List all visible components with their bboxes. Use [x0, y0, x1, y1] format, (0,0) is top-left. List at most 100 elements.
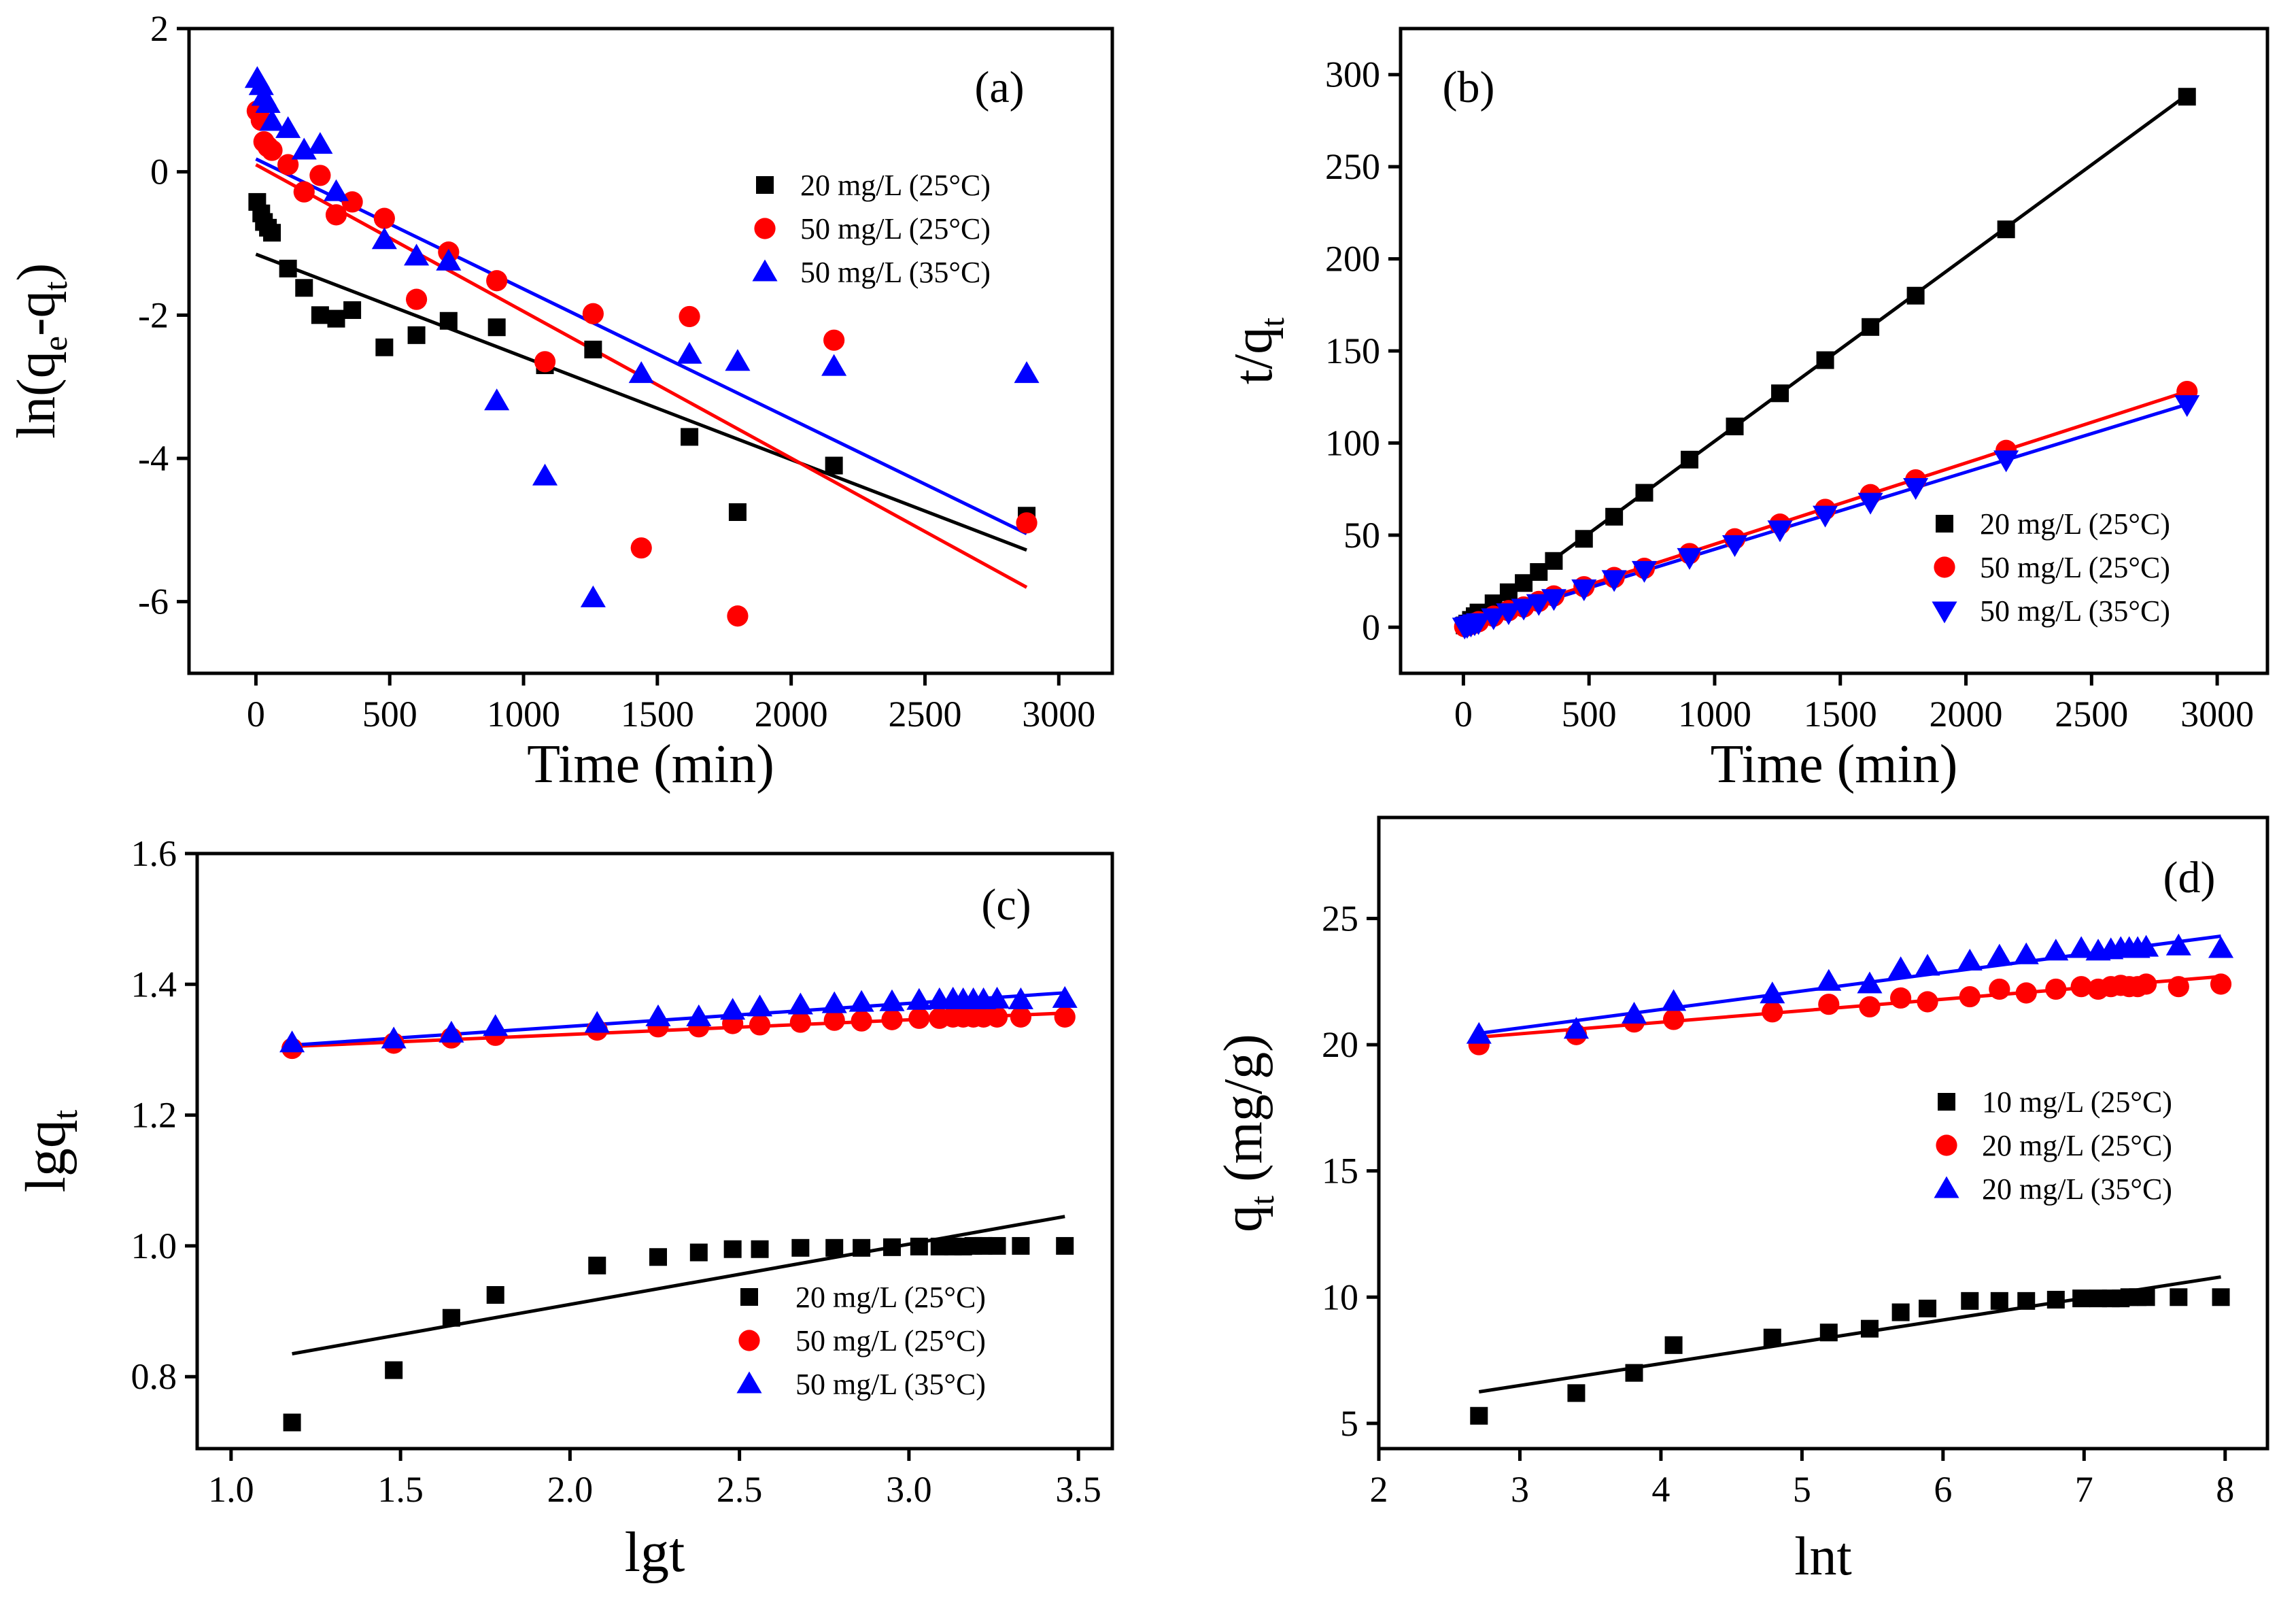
- data-point: [486, 1286, 504, 1304]
- legend-marker: [1938, 1093, 1955, 1111]
- data-point: [436, 248, 462, 271]
- data-point: [1575, 530, 1593, 548]
- data-point: [1919, 1299, 1937, 1317]
- data-point: [1014, 361, 1040, 384]
- data-point: [1906, 286, 1925, 305]
- panel-tag: (c): [981, 880, 1031, 930]
- data-point: [849, 990, 874, 1012]
- data-point: [1563, 1017, 1589, 1039]
- y-axis-label-part: lgq: [14, 1119, 78, 1192]
- data-point: [1771, 384, 1789, 403]
- chart-panel-d: 2 3 4 5 6 7 8 5 10 15 20 25 lnt qt (mg/g) (d) 10 mg/L (…: [1214, 815, 2269, 1587]
- data-point: [1496, 603, 1522, 626]
- x-tick-label: 2000: [1930, 694, 2003, 735]
- data-point: [1016, 512, 1038, 534]
- x-tick-label: 3000: [1022, 694, 1095, 735]
- data-point: [1818, 994, 1840, 1015]
- data-point: [720, 998, 746, 1020]
- x-axis-label: Time (min): [1711, 735, 1958, 794]
- data-point: [2046, 1290, 2065, 1309]
- data-point: [2210, 973, 2232, 995]
- data-point: [1993, 450, 2019, 473]
- y-tick-label: 200: [1325, 239, 1380, 280]
- data-point: [1760, 981, 1785, 1004]
- data-point: [689, 1243, 708, 1262]
- data-point: [283, 1413, 301, 1432]
- data-point: [910, 1237, 928, 1255]
- y-tick-label: 5: [1340, 1403, 1358, 1444]
- data-point: [1959, 985, 1981, 1008]
- x-tick-label: 5: [1793, 1469, 1811, 1510]
- y-axis-label: qt (mg/g): [1214, 1034, 1281, 1232]
- legend-marker: [1936, 515, 1953, 533]
- legend: 20 mg/L (25°C) 50 mg/L (25°C) 50 mg/L (35°…: [736, 1281, 986, 1401]
- data-point: [325, 204, 347, 226]
- series-points-2: [1452, 395, 2200, 640]
- data-point: [1635, 484, 1654, 502]
- x-tick-label: 1500: [1804, 694, 1877, 735]
- data-point: [1721, 535, 1748, 557]
- data-point: [1010, 1006, 1031, 1028]
- legend: 20 mg/L (25°C) 50 mg/L (25°C) 50 mg/L (35°…: [1932, 507, 2170, 628]
- data-point: [725, 349, 751, 371]
- legend-marker: [738, 1330, 760, 1351]
- data-point: [825, 456, 843, 475]
- x-tick-label: 1000: [487, 694, 560, 735]
- data-point: [2170, 1288, 2188, 1306]
- data-point: [381, 1026, 407, 1049]
- data-point: [327, 309, 345, 328]
- data-point: [2068, 936, 2094, 958]
- data-point: [404, 243, 430, 266]
- y-tick-label: 50: [1343, 515, 1380, 556]
- x-tick-label: 3.5: [1055, 1469, 1101, 1510]
- legend-marker: [1932, 601, 1957, 624]
- data-point: [791, 1238, 810, 1257]
- legend: 20 mg/L (25°C) 50 mg/L (25°C) 50 mg/L (35°…: [752, 169, 991, 289]
- data-point: [580, 585, 606, 607]
- chart-panel-a: 0 500 1000 1500 2000 2500 3000 -6 -4 -2 0 2 Time (mi…: [7, 8, 1114, 794]
- data-point: [1621, 1001, 1647, 1024]
- data-point: [385, 1361, 403, 1379]
- data-point: [1890, 987, 1912, 1009]
- x-tick-label: 1500: [621, 694, 694, 735]
- data-point: [307, 132, 333, 154]
- y-axis-label-part: ln(q: [7, 351, 67, 439]
- series-points-1: [246, 100, 1038, 627]
- y-axis-label-part: (mg/g): [1214, 1034, 1273, 1196]
- data-point: [2043, 939, 2069, 961]
- data-point: [1997, 220, 2015, 239]
- legend-marker: [740, 1288, 758, 1306]
- data-point: [439, 1020, 464, 1043]
- legend-label: 20 mg/L (25°C): [1980, 507, 2170, 541]
- data-point: [649, 1248, 667, 1266]
- data-point: [1987, 943, 2012, 966]
- data-point: [821, 354, 847, 376]
- data-point: [373, 207, 395, 229]
- data-point: [2174, 395, 2200, 418]
- legend-marker: [756, 176, 774, 194]
- data-point: [1681, 450, 1698, 469]
- panel-tag: (b): [1443, 63, 1495, 112]
- legend-label: 20 mg/L (25°C): [1982, 1129, 2172, 1162]
- data-point: [728, 503, 747, 521]
- data-point: [679, 305, 700, 328]
- data-point: [439, 311, 458, 330]
- data-point: [823, 329, 845, 351]
- x-axis-label: lnt: [1794, 1527, 1851, 1587]
- data-point: [1862, 318, 1880, 336]
- data-point: [2178, 88, 2196, 106]
- data-point: [1762, 1001, 1783, 1023]
- data-point: [853, 1238, 871, 1257]
- x-tick-label: 6: [1934, 1469, 1952, 1510]
- data-point: [883, 1238, 901, 1256]
- legend-marker: [1934, 1176, 1959, 1198]
- data-point: [988, 1236, 1006, 1255]
- x-tick-label: 2500: [888, 694, 961, 735]
- data-point: [588, 1256, 606, 1275]
- y-tick-label: 10: [1322, 1277, 1358, 1317]
- y-axis-label-part: t/q: [1224, 327, 1284, 384]
- data-point: [1515, 574, 1533, 592]
- y-axis-label-subscript: t: [1243, 1196, 1281, 1205]
- data-point: [2137, 1288, 2155, 1306]
- data-point: [1813, 505, 1838, 528]
